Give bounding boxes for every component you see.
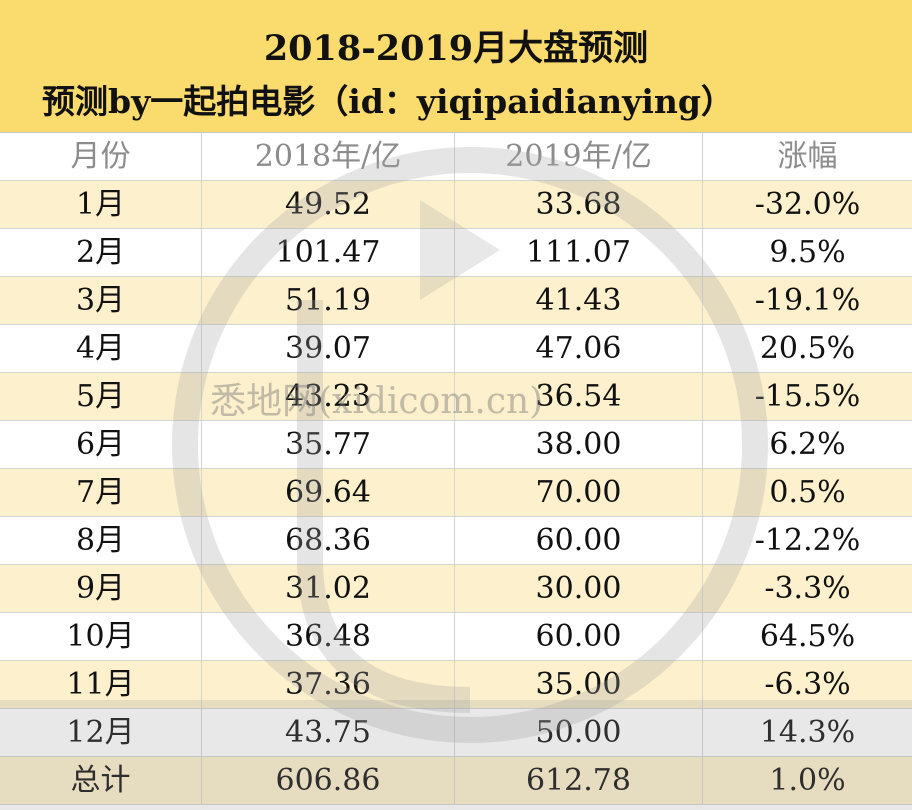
cell-value-2019: 30.00 — [455, 565, 703, 613]
cell-value-2019: 38.00 — [455, 421, 703, 469]
cell-value-2019: 60.00 — [455, 517, 703, 565]
cell-value-2018: 43.23 — [202, 373, 455, 421]
cell-value-2018: 49.52 — [202, 181, 455, 229]
cell-value-2019: 36.54 — [455, 373, 703, 421]
cell-value-2019: 33.68 — [455, 181, 703, 229]
cell-value-2018: 101.47 — [202, 229, 455, 277]
table-row: 10月 36.48 60.00 64.5% — [0, 613, 912, 661]
cell-change: -32.0% — [754, 187, 861, 222]
header-2018: 2018年/亿 — [202, 133, 455, 181]
cell-value-2018: 39.07 — [202, 325, 455, 373]
title-banner: 2018-2019月大盘预测 预测by一起拍电影（id：yiqipaidiany… — [0, 0, 912, 133]
table-row: 7月 69.64 70.00 0.5% — [0, 469, 912, 517]
table-row: 11月 37.36 35.00 -6.3% — [0, 661, 912, 709]
table-row: 3月 51.19 41.43 -19.1% — [0, 277, 912, 325]
cell-value-2019: 35.00 — [455, 661, 703, 709]
cell-change: -12.2% — [754, 523, 861, 558]
cell-month: 5月 — [0, 373, 202, 421]
table-row: 2月 101.47 111.07 9.5% — [0, 229, 912, 277]
cell-change: 6.2% — [769, 427, 846, 462]
table-row: 12月 43.75 50.00 14.3% — [0, 709, 912, 757]
header-month: 月份 — [0, 133, 202, 181]
table-row: 8月 68.36 60.00 -12.2% — [0, 517, 912, 565]
cell-month: 9月 — [0, 565, 202, 613]
cell-month: 8月 — [0, 517, 202, 565]
cell-value-2018: 36.48 — [202, 613, 455, 661]
table-row: 5月 43.23 36.54 -15.5% — [0, 373, 912, 421]
cell-month: 6月 — [0, 421, 202, 469]
cell-value-2019: 50.00 — [455, 709, 703, 757]
table-header-row: 月份 2018年/亿 2019年/亿 涨幅 — [0, 133, 912, 181]
cell-month: 10月 — [0, 613, 202, 661]
cell-value-2018: 69.64 — [202, 469, 455, 517]
cell-month: 7月 — [0, 469, 202, 517]
header-2019: 2019年/亿 — [455, 133, 703, 181]
cell-month: 11月 — [0, 661, 202, 709]
table-row: 6月 35.77 38.00 6.2% — [0, 421, 912, 469]
cell-month: 3月 — [0, 277, 202, 325]
cell-month: 4月 — [0, 325, 202, 373]
cell-change: -19.1% — [754, 283, 861, 318]
cell-change: 0.5% — [769, 475, 846, 510]
cell-value-2019: 70.00 — [455, 469, 703, 517]
cell-value-2018: 606.86 — [202, 757, 455, 805]
cell-value-2018: 43.75 — [202, 709, 455, 757]
cell-value-2019: 612.78 — [455, 757, 703, 805]
header-change: 涨幅 — [777, 139, 838, 174]
cell-value-2019: 41.43 — [455, 277, 703, 325]
cell-value-2019: 60.00 — [455, 613, 703, 661]
title-line-2: 预测by一起拍电影（id：yiqipaidianying） — [42, 82, 734, 121]
cell-change: 20.5% — [759, 331, 856, 366]
cell-change: -15.5% — [754, 379, 861, 414]
table-row: 4月 39.07 47.06 20.5% — [0, 325, 912, 373]
cell-change: 1.0% — [769, 763, 846, 798]
cell-change: -6.3% — [764, 667, 851, 702]
cell-change: 64.5% — [759, 619, 856, 654]
cell-value-2018: 68.36 — [202, 517, 455, 565]
title-line-1: 2018-2019月大盘预测 — [263, 28, 649, 69]
cell-value-2018: 35.77 — [202, 421, 455, 469]
cell-change: 14.3% — [759, 715, 856, 750]
table-row: 1月 49.52 33.68 -32.0% — [0, 181, 912, 229]
cell-change: -3.3% — [764, 571, 851, 606]
cell-value-2018: 31.02 — [202, 565, 455, 613]
cell-month: 1月 — [0, 181, 202, 229]
cell-month: 2月 — [0, 229, 202, 277]
cell-change: 9.5% — [769, 235, 846, 270]
cell-month: 总计 — [0, 757, 202, 805]
cell-month: 12月 — [0, 709, 202, 757]
cell-value-2019: 111.07 — [455, 229, 703, 277]
cell-value-2019: 47.06 — [455, 325, 703, 373]
cell-value-2018: 51.19 — [202, 277, 455, 325]
cell-value-2018: 37.36 — [202, 661, 455, 709]
table-row: 9月 31.02 30.00 -3.3% — [0, 565, 912, 613]
table-row: 总计 606.86 612.78 1.0% — [0, 757, 912, 805]
